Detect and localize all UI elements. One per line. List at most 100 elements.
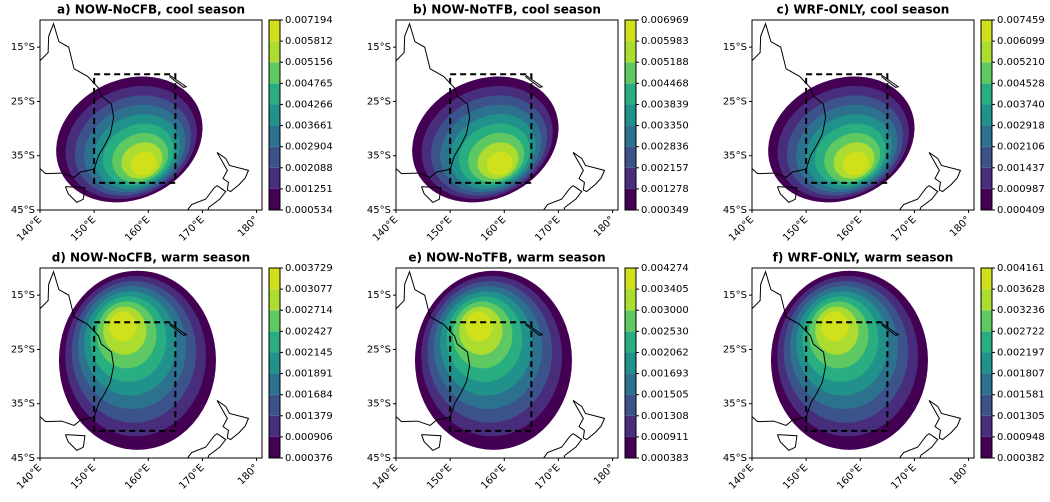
- y-tick-label: 45°S: [367, 205, 391, 216]
- panel: b) NOW-NoTFB, cool season 15°S 25°S 35°S 45°…: [367, 3, 689, 244]
- colorbar-tick-label: 0.002062: [641, 347, 689, 358]
- x-tick-label: 170°E: [177, 214, 206, 243]
- coastline: [396, 22, 471, 178]
- y-tick-label: 35°S: [367, 151, 391, 162]
- colorbar-tick-label: 0.007194: [285, 15, 333, 26]
- colorbar-tick-label: 0.003000: [641, 305, 689, 316]
- y-tick-label: 25°S: [11, 96, 35, 107]
- colorbar-band: [981, 41, 992, 63]
- coastline: [525, 322, 544, 336]
- colorbar-band: [981, 83, 992, 105]
- y-tick-label: 45°S: [11, 453, 35, 464]
- y-tick-label: 15°S: [367, 42, 391, 53]
- colorbar-frame: [624, 19, 637, 211]
- x-tick-label: 160°E: [835, 462, 864, 491]
- colorbar-band: [981, 415, 992, 437]
- colorbar-tick-label: 0.002157: [641, 163, 689, 174]
- x-tick-label: 170°E: [889, 214, 918, 243]
- map-area: [752, 22, 962, 210]
- colorbar-tick-label: 0.001305: [997, 411, 1045, 422]
- colorbar-tick-label: 0.004274: [641, 263, 689, 274]
- map-frame: [39, 19, 263, 211]
- y-tick-label: 25°S: [723, 344, 747, 355]
- colorbar-band: [981, 146, 992, 168]
- colorbar-band: [981, 188, 992, 210]
- y-tick-label: 15°S: [367, 290, 391, 301]
- colorbar-tick-label: 0.001278: [641, 184, 689, 195]
- y-tick-label: 25°S: [11, 344, 35, 355]
- colorbar-band: [269, 104, 280, 126]
- map-frame: [751, 19, 975, 211]
- x-tick-label: 140°E: [371, 214, 400, 243]
- y-tick-label: 35°S: [723, 399, 747, 410]
- x-tick-label: 150°E: [781, 462, 810, 491]
- analysis-box: [93, 73, 177, 184]
- colorbar-tick-label: 0.003740: [997, 99, 1045, 110]
- coastline: [186, 185, 227, 210]
- colorbar-band: [625, 104, 636, 126]
- colorbar-tick-label: 0.006969: [641, 15, 689, 26]
- coastline: [776, 434, 798, 452]
- x-tick-label: 140°E: [727, 214, 756, 243]
- coastline: [881, 74, 900, 88]
- colorbar-band: [981, 373, 992, 395]
- y-tick-label: 45°S: [367, 453, 391, 464]
- map-area: [396, 270, 606, 458]
- colorbar-tick-label: 0.002427: [285, 326, 333, 337]
- colorbar-tick-label: 0.000911: [641, 432, 689, 443]
- density-level: [486, 151, 513, 176]
- colorbar-band: [625, 289, 636, 311]
- colorbar-band: [981, 20, 992, 42]
- colorbar-tick-label: 0.002145: [285, 347, 333, 358]
- colorbar-tick-label: 0.003350: [641, 121, 689, 132]
- coastline: [64, 186, 86, 204]
- panel-title: f) WRF-ONLY, warm season: [773, 251, 954, 265]
- colorbar-tick-label: 0.004161: [997, 263, 1045, 274]
- analysis-box: [805, 321, 889, 432]
- x-tick-label: 160°E: [479, 214, 508, 243]
- colorbar-tick-label: 0.006099: [997, 36, 1045, 47]
- density-level: [109, 311, 137, 342]
- x-tick-label: 170°E: [533, 462, 562, 491]
- colorbar-band: [981, 436, 992, 458]
- colorbar-tick-label: 0.004765: [285, 78, 333, 89]
- panel-title: c) WRF-ONLY, cool season: [777, 3, 950, 17]
- colorbar-band: [981, 104, 992, 126]
- colorbar-band: [981, 289, 992, 311]
- colorbar-band: [625, 20, 636, 42]
- x-tick-label: 180°: [948, 462, 973, 487]
- panel-title: e) NOW-NoTFB, warm season: [408, 251, 605, 265]
- colorbar-tick-label: 0.000906: [285, 432, 333, 443]
- colorbar-band: [269, 125, 280, 147]
- colorbar-tick-label: 0.003077: [285, 284, 333, 295]
- colorbar-tick-label: 0.000349: [641, 205, 689, 216]
- colorbar-band: [625, 310, 636, 332]
- colorbar-band: [269, 62, 280, 84]
- colorbar-tick-label: 0.001684: [285, 390, 333, 401]
- colorbar-tick-label: 0.002722: [997, 326, 1045, 337]
- x-tick-label: 150°E: [425, 462, 454, 491]
- analysis-box: [449, 321, 533, 432]
- colorbar-band: [269, 310, 280, 332]
- colorbar-band: [269, 436, 280, 458]
- colorbar-band: [625, 331, 636, 353]
- coastline: [186, 433, 227, 458]
- x-tick-label: 160°E: [123, 462, 152, 491]
- coastline: [420, 186, 442, 204]
- colorbar-band: [269, 268, 280, 290]
- colorbar-tick-label: 0.001308: [641, 411, 689, 422]
- x-tick-label: 140°E: [371, 462, 400, 491]
- colorbar-tick-label: 0.002088: [285, 163, 333, 174]
- colorbar-tick-label: 0.000409: [997, 205, 1045, 216]
- colorbar-tick-label: 0.002904: [285, 142, 333, 153]
- x-tick-label: 170°E: [177, 462, 206, 491]
- panel: a) NOW-NoCFB, cool season 15°S 25°S 35°S 45°…: [11, 3, 333, 244]
- panel-title: d) NOW-NoCFB, warm season: [52, 251, 250, 265]
- x-tick-label: 180°: [592, 462, 617, 487]
- density-level: [465, 311, 493, 342]
- map-frame: [395, 19, 619, 211]
- density-level: [842, 151, 869, 176]
- colorbar-tick-label: 0.003236: [997, 305, 1045, 316]
